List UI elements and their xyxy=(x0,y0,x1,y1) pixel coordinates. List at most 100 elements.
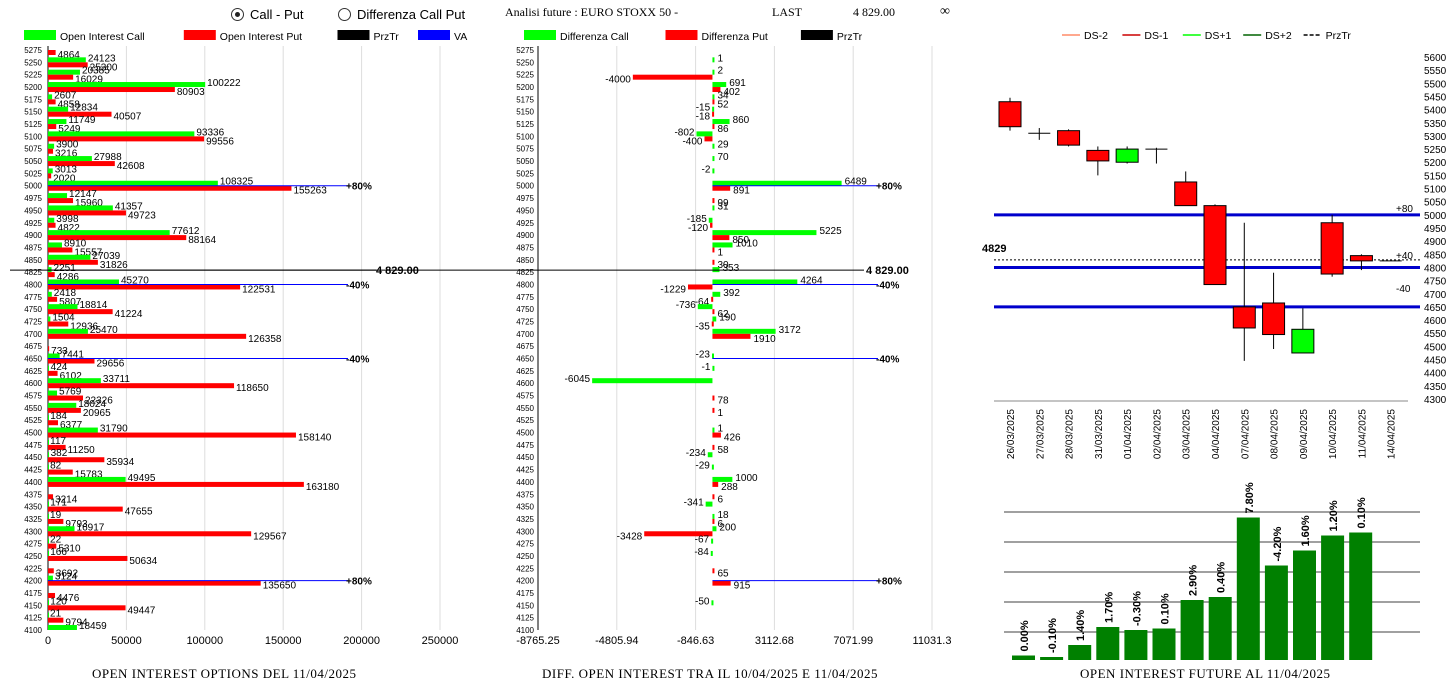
call-diff-bar xyxy=(711,353,714,359)
call-value: 424 xyxy=(51,362,68,373)
strike-label: 4575 xyxy=(24,392,42,401)
date-label: 02/04/2025 xyxy=(1152,409,1163,459)
strike-label: 4625 xyxy=(516,367,534,376)
put-bar xyxy=(48,161,115,167)
call-value: 3124 xyxy=(55,572,78,583)
strike-label: 4900 xyxy=(24,231,42,240)
legend-left-label: Open Interest Put xyxy=(220,31,302,43)
strike-label: 4550 xyxy=(24,404,42,413)
call-value: 16917 xyxy=(77,522,105,533)
caption-left: OPEN INTEREST OPTIONS DEL 11/04/2025 xyxy=(92,666,357,681)
call-value: 20385 xyxy=(82,66,110,77)
legend-mid-swatch xyxy=(800,30,833,40)
y-tick-label: 4700 xyxy=(1424,290,1447,301)
call-diff-bar xyxy=(712,230,817,236)
radio-unchecked-icon xyxy=(338,8,351,21)
oi-label: 1.40% xyxy=(1075,610,1087,641)
call-bar xyxy=(48,168,53,174)
legend-right-label: DS-2 xyxy=(1084,30,1108,42)
y-tick-label: 4650 xyxy=(1424,303,1447,314)
strike-label: 4100 xyxy=(24,626,42,635)
strike-label: 4425 xyxy=(516,466,534,475)
call-value: 120 xyxy=(50,596,67,607)
strike-label: 4550 xyxy=(516,404,534,413)
call-diff-bar xyxy=(712,242,733,248)
oi-label: 1.70% xyxy=(1103,592,1115,623)
put-bar xyxy=(48,284,241,290)
y-tick-label: 5350 xyxy=(1424,119,1447,130)
call-value: 108325 xyxy=(220,177,254,188)
date-label: 10/04/2025 xyxy=(1328,409,1339,459)
put-diff-bar xyxy=(712,518,715,524)
put-value: 6377 xyxy=(60,420,83,431)
call-diff-value: -802 xyxy=(674,127,694,138)
strike-label: 5200 xyxy=(516,83,534,92)
x-tick-label: 250000 xyxy=(422,635,459,647)
put-diff-bar xyxy=(712,395,715,401)
strike-label: 4475 xyxy=(24,441,42,450)
oi-label: 0.10% xyxy=(1356,497,1368,528)
oi-label: 0.40% xyxy=(1216,562,1228,593)
date-label: 11/04/2025 xyxy=(1357,409,1368,459)
strike-label: 4250 xyxy=(516,552,534,561)
legend-right-label: DS+1 xyxy=(1205,30,1232,42)
call-diff-value: -23 xyxy=(696,350,711,361)
put-value: 5310 xyxy=(58,544,81,555)
oi-label: 0.10% xyxy=(1160,593,1172,624)
legend-left-swatch xyxy=(337,30,370,40)
put-diff-bar xyxy=(712,198,715,204)
strike-label: 4150 xyxy=(516,601,534,610)
strike-label: 4925 xyxy=(24,219,42,228)
candle-body xyxy=(1086,149,1110,162)
put-bar xyxy=(48,543,57,549)
date-label: 27/03/2025 xyxy=(1035,409,1046,459)
call-bar xyxy=(48,193,68,199)
radio-call-put-label: Call - Put xyxy=(250,7,304,22)
put-diff-value: -3428 xyxy=(617,531,643,542)
call-value: 18024 xyxy=(78,399,106,410)
put-bar xyxy=(48,50,56,55)
put-diff-bar xyxy=(712,247,715,253)
put-value: 99556 xyxy=(206,136,234,147)
future-price-chart: DS-2 DS-1 DS+1 DS+2 PrzTr 5600 5550 5500 5450 540… xyxy=(982,30,1447,459)
strike-label: 4975 xyxy=(24,194,42,203)
caption-middle: DIFF. OPEN INTEREST TRA IL 10/04/2025 E … xyxy=(542,666,878,681)
call-bar xyxy=(48,57,86,63)
strike-label: 4375 xyxy=(24,490,42,499)
candle-body xyxy=(1057,130,1081,146)
radio-differenza[interactable]: Differenza Call Put xyxy=(338,7,465,22)
put-bar xyxy=(48,222,56,228)
call-bar xyxy=(48,205,113,211)
put-value: 15960 xyxy=(75,198,103,209)
y-tick-label: 4900 xyxy=(1424,237,1447,248)
oi-bar xyxy=(1152,628,1176,660)
date-label: 14/04/2025 xyxy=(1387,409,1398,459)
put-diff-value: 78 xyxy=(717,396,729,407)
strike-label: 5025 xyxy=(24,169,42,178)
date-label: 26/03/2025 xyxy=(1006,409,1017,459)
call-diff-value: -50 xyxy=(695,596,710,607)
y-tick-label: 4400 xyxy=(1424,369,1447,380)
put-diff-value: 30 xyxy=(717,260,729,271)
put-bar xyxy=(48,198,74,204)
strike-label: 5125 xyxy=(24,120,42,129)
radio-call-put[interactable]: Call - Put xyxy=(231,7,303,22)
put-value: 40507 xyxy=(114,112,142,123)
put-value: 20965 xyxy=(83,408,111,419)
strike-label: 5150 xyxy=(516,108,534,117)
date-label: 28/03/2025 xyxy=(1065,409,1076,459)
strike-label: 4150 xyxy=(24,601,42,610)
put-diff-value: 52 xyxy=(717,99,729,110)
call-value: 93336 xyxy=(196,127,224,138)
strike-label: 4725 xyxy=(24,317,42,326)
va-label: -40% xyxy=(876,280,899,291)
call-value: 77612 xyxy=(172,226,200,237)
strike-label: 4600 xyxy=(24,379,42,388)
put-diff-bar xyxy=(712,481,719,487)
call-diff-bar xyxy=(712,119,730,125)
put-bar xyxy=(48,321,69,327)
candle-body xyxy=(1115,148,1139,163)
y-tick-label: 4600 xyxy=(1424,316,1447,327)
strike-label: 5275 xyxy=(516,46,534,55)
put-diff-value: 850 xyxy=(732,235,749,246)
